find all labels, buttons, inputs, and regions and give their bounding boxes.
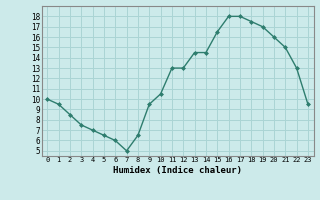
X-axis label: Humidex (Indice chaleur): Humidex (Indice chaleur) xyxy=(113,166,242,175)
